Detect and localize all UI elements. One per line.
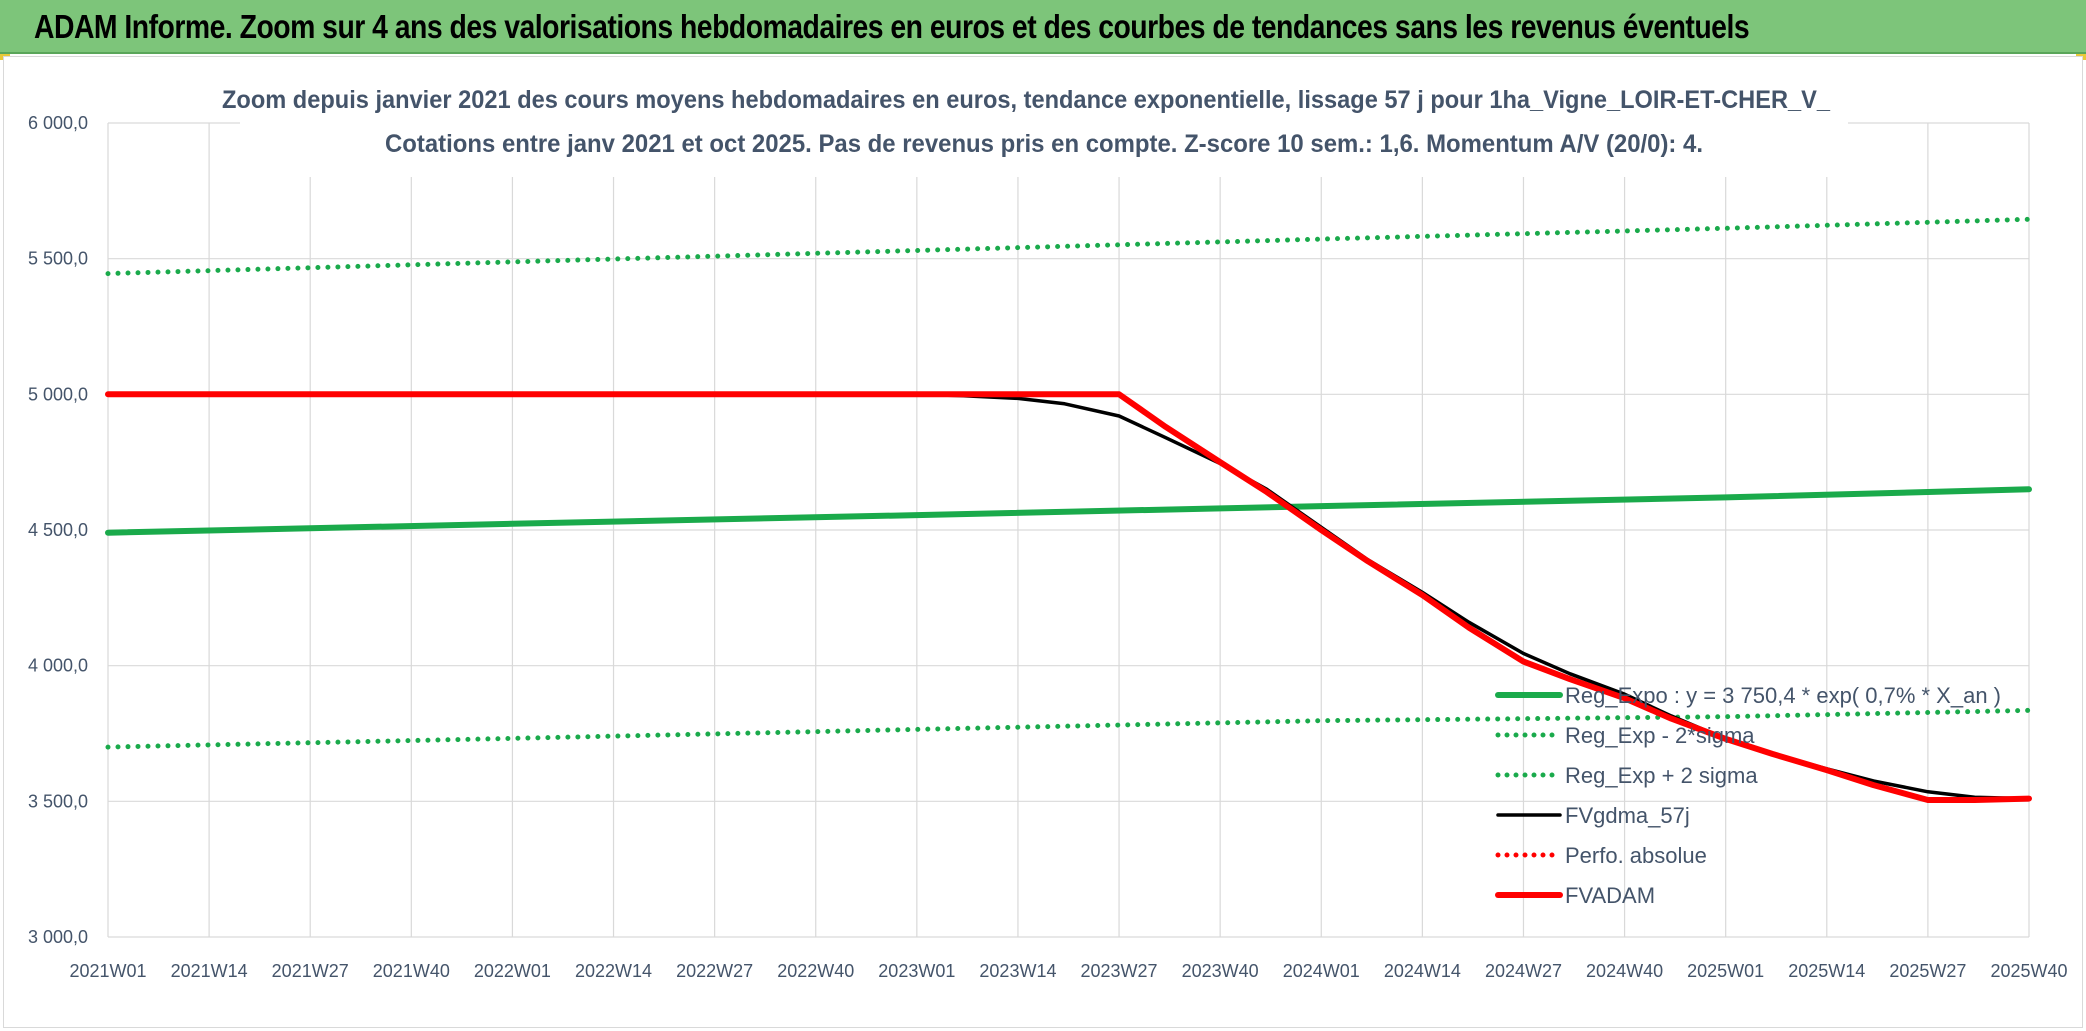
title-backdrop xyxy=(240,75,1848,177)
y-tick-label: 5 500,0 xyxy=(28,249,88,269)
x-tick-label: 2021W14 xyxy=(171,961,248,981)
series-line-fvadam xyxy=(105,391,2032,803)
x-tick-label: 2021W40 xyxy=(373,961,450,981)
legend-label: Reg_Exp + 2 sigma xyxy=(1565,763,1758,788)
legend-label: FVADAM xyxy=(1565,883,1655,908)
y-tick-label: 3 500,0 xyxy=(28,791,88,811)
x-tick-label: 2024W27 xyxy=(1485,961,1562,981)
legend-label: FVgdma_57j xyxy=(1565,803,1690,828)
line-chart: Zoom depuis janvier 2021 des cours moyen… xyxy=(28,75,2068,981)
legend-label: Reg_Exp - 2*sigma xyxy=(1565,723,1755,748)
x-tick-label: 2022W40 xyxy=(777,961,854,981)
series-lines xyxy=(105,216,2032,803)
y-tick-label: 4 500,0 xyxy=(28,520,88,540)
x-tick-label: 2025W27 xyxy=(1889,961,1966,981)
banner-title: ADAM Informe. Zoom sur 4 ans des valoris… xyxy=(34,8,1750,45)
chart-title: Zoom depuis janvier 2021 des cours moyen… xyxy=(222,86,1831,114)
x-tick-label: 2021W27 xyxy=(272,961,349,981)
x-tick-label: 2023W14 xyxy=(979,961,1056,981)
x-tick-label: 2021W01 xyxy=(69,961,146,981)
y-tick-label: 5 000,0 xyxy=(28,384,88,404)
chart-area: Zoom depuis janvier 2021 des cours moyen… xyxy=(3,56,2083,1028)
series-line-reg-exp-2-sigma xyxy=(105,216,2032,277)
x-tick-label: 2022W01 xyxy=(474,961,551,981)
x-tick-label: 2023W01 xyxy=(878,961,955,981)
x-tick-label: 2023W40 xyxy=(1182,961,1259,981)
y-tick-label: 4 000,0 xyxy=(28,656,88,676)
x-axis-ticks: 2021W01 2021W14 2021W27 2021W40 2022W01 2022W… xyxy=(69,961,2067,981)
x-tick-label: 2024W14 xyxy=(1384,961,1461,981)
x-tick-label: 2022W14 xyxy=(575,961,652,981)
x-tick-label: 2023W27 xyxy=(1081,961,1158,981)
series-line-reg-exp-2-sigma xyxy=(105,707,2032,750)
x-tick-label: 2025W40 xyxy=(1990,961,2067,981)
x-tick-label: 2025W14 xyxy=(1788,961,1865,981)
legend-label: Reg_Expo : y = 3 750,4 * exp( 0,7% * X_a… xyxy=(1565,683,2001,708)
y-axis-ticks: 3 000,0 3 500,0 4 000,0 4 500,0 5 000,0 5 500… xyxy=(28,113,88,947)
x-tick-label: 2024W01 xyxy=(1283,961,1360,981)
y-tick-label: 6 000,0 xyxy=(28,113,88,133)
legend-label: Perfo. absolue xyxy=(1565,843,1707,868)
series-line-reg-expo-y-3-750-4-exp-0-7-x-an xyxy=(105,486,2032,536)
x-tick-label: 2025W01 xyxy=(1687,961,1764,981)
x-tick-label: 2024W40 xyxy=(1586,961,1663,981)
chart-subtitle: Cotations entre janv 2021 et oct 2025. P… xyxy=(385,130,1703,158)
y-tick-label: 3 000,0 xyxy=(28,927,88,947)
legend: Reg_Expo : y = 3 750,4 * exp( 0,7% * X_a… xyxy=(1495,683,2001,908)
x-tick-label: 2022W27 xyxy=(676,961,753,981)
report-banner: ADAM Informe. Zoom sur 4 ans des valoris… xyxy=(0,0,2086,54)
